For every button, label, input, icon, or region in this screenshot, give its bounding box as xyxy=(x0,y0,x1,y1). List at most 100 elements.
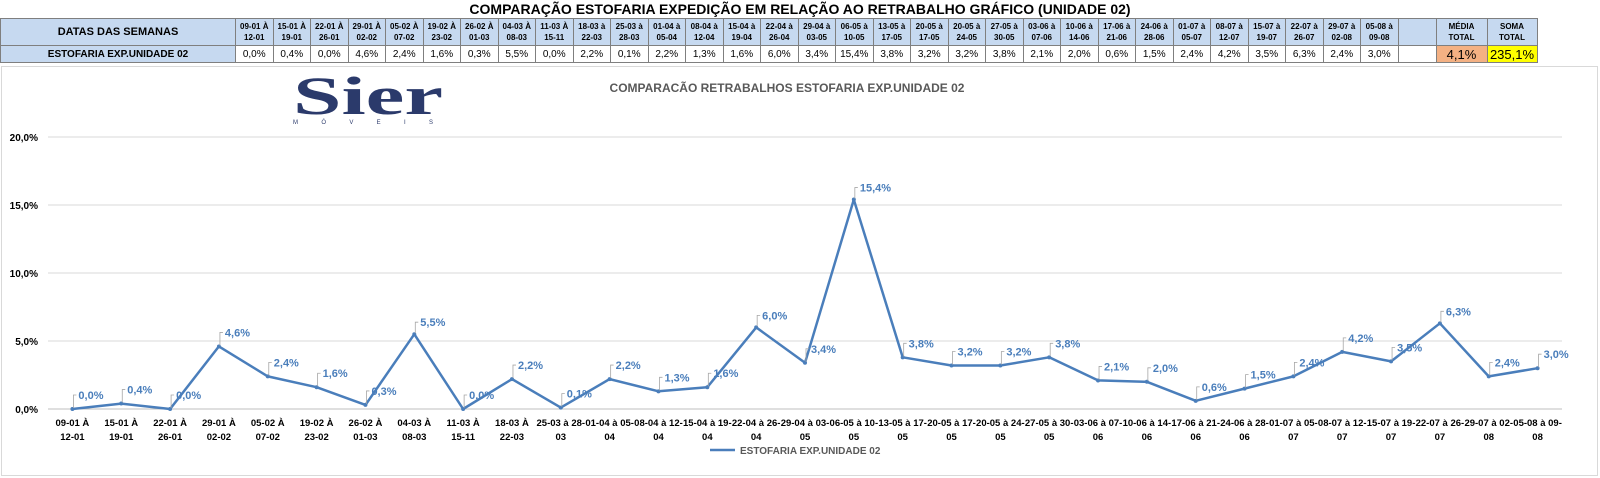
week-value-16[interactable]: 3,4% xyxy=(797,45,836,63)
week-value-2[interactable]: 0,4% xyxy=(272,45,311,63)
x-tick-label-line1: 11-03 À xyxy=(446,418,479,429)
x-tick-label-line2: 05 xyxy=(897,432,908,443)
week-value-1[interactable]: 0,0% xyxy=(235,45,274,63)
data-label-leader xyxy=(1440,310,1444,323)
week-value-13[interactable]: 1,3% xyxy=(685,45,724,63)
y-tick-label: 20,0% xyxy=(10,133,38,144)
week-value-27[interactable]: 4,2% xyxy=(1210,45,1249,63)
data-label: 0,3% xyxy=(371,386,396,398)
x-tick-label-line2: 07 xyxy=(1386,432,1397,443)
series-line[interactable] xyxy=(72,198,1538,411)
data-label: 3,5% xyxy=(1397,342,1422,354)
week-value-31[interactable]: 3,0% xyxy=(1360,45,1399,63)
week-end: 02-02 xyxy=(356,33,377,42)
week-value-28[interactable]: 3,5% xyxy=(1247,45,1286,63)
x-tick-label-line1: 26-02 À xyxy=(349,418,383,429)
x-tick-label-line2: 01-03 xyxy=(353,432,377,443)
week-header-27[interactable]: 08-07 à 12-07 xyxy=(1210,18,1249,46)
data-label: 3,0% xyxy=(1544,349,1569,361)
week-header-12[interactable]: 01-04 à 05-04 xyxy=(647,18,686,46)
week-value-30[interactable]: 2,4% xyxy=(1322,45,1361,63)
week-start: 29-01 À xyxy=(352,22,381,31)
week-value-10[interactable]: 2,2% xyxy=(572,45,611,63)
row-label-series[interactable]: ESTOFARIA EXP.UNIDADE 02 xyxy=(0,45,236,63)
week-value-26[interactable]: 2,4% xyxy=(1172,45,1211,63)
logo-text: Sier xyxy=(293,72,443,126)
week-value-21[interactable]: 3,8% xyxy=(985,45,1024,63)
data-label: 4,6% xyxy=(225,327,250,339)
week-header-14[interactable]: 15-04 à 19-04 xyxy=(722,18,761,46)
week-header-16[interactable]: 29-04 à 03-05 xyxy=(797,18,836,46)
x-tick-label-line2: 05 xyxy=(946,432,957,443)
week-value-23[interactable]: 2,0% xyxy=(1060,45,1099,63)
data-label: 6,0% xyxy=(762,310,787,322)
week-value-22[interactable]: 2,1% xyxy=(1022,45,1061,63)
data-label-leader xyxy=(170,394,175,408)
week-end: 23-02 xyxy=(431,33,452,42)
x-tick-label-line2: 06 xyxy=(1190,432,1201,443)
week-header-18[interactable]: 13-05 à 17-05 xyxy=(872,18,911,46)
week-value-17[interactable]: 15,4% xyxy=(835,45,874,63)
week-end: 30-05 xyxy=(994,33,1015,42)
week-value-5[interactable]: 2,4% xyxy=(385,45,424,63)
week-header-1[interactable]: 09-01 À 12-01 xyxy=(235,18,274,46)
week-header-29[interactable]: 22-07 à 26-07 xyxy=(1285,18,1324,46)
week-value-4[interactable]: 4,6% xyxy=(347,45,386,63)
data-label: 0,0% xyxy=(469,390,494,402)
week-header-15[interactable]: 22-04 à 26-04 xyxy=(760,18,799,46)
week-end: 08-03 xyxy=(506,33,527,42)
chart-area[interactable] xyxy=(1,66,1598,476)
x-tick-label-line1: 15-01 À xyxy=(104,418,138,429)
week-end: 07-02 xyxy=(394,33,415,42)
x-tick-label-line2: 08 xyxy=(1483,432,1494,443)
week-value-20[interactable]: 3,2% xyxy=(947,45,986,63)
week-header-10[interactable]: 18-03 à 22-03 xyxy=(572,18,611,46)
week-start: 22-07 à xyxy=(1290,22,1318,31)
week-header-21[interactable]: 27-05 à 30-05 xyxy=(985,18,1024,46)
x-tick-label-line1: 24-06 à 28- xyxy=(1220,418,1269,429)
week-header-11[interactable]: 25-03 à 28-03 xyxy=(610,18,649,46)
week-header-19[interactable]: 20-05 à 17-05 xyxy=(910,18,949,46)
week-value-29[interactable]: 6,3% xyxy=(1285,45,1324,63)
week-header-2[interactable]: 15-01 À 19-01 xyxy=(272,18,311,46)
x-tick-label-line1: 27-05 à 30- xyxy=(1025,418,1074,429)
week-value-8[interactable]: 5,5% xyxy=(497,45,536,63)
week-header-4[interactable]: 29-01 À 02-02 xyxy=(347,18,386,46)
week-header-13[interactable]: 08-04 à 12-04 xyxy=(685,18,724,46)
data-label-leader xyxy=(659,376,663,391)
data-label-leader xyxy=(1391,346,1396,361)
week-header-6[interactable]: 19-02 À 23-02 xyxy=(422,18,461,46)
week-value-9[interactable]: 0,0% xyxy=(535,45,574,63)
week-header-30[interactable]: 29-07 à 02-08 xyxy=(1322,18,1361,46)
week-end: 19-01 xyxy=(281,33,302,42)
week-value-11[interactable]: 0,1% xyxy=(610,45,649,63)
week-end: 19-07 xyxy=(1256,33,1277,42)
week-end: 28-06 xyxy=(1144,33,1165,42)
week-value-18[interactable]: 3,8% xyxy=(872,45,911,63)
week-value-3[interactable]: 0,0% xyxy=(310,45,349,63)
week-header-8[interactable]: 04-03 À 08-03 xyxy=(497,18,536,46)
week-end: 12-07 xyxy=(1219,33,1240,42)
week-start: 20-05 à xyxy=(915,22,943,31)
week-start: 15-04 à xyxy=(728,22,756,31)
week-value-25[interactable]: 1,5% xyxy=(1135,45,1174,63)
week-value-7[interactable]: 0,3% xyxy=(460,45,499,63)
soma-total-header[interactable]: SOMA TOTAL xyxy=(1486,18,1538,46)
x-tick-label-line2: 19-01 xyxy=(109,432,134,443)
week-header-28[interactable]: 15-07 à 19-07 xyxy=(1247,18,1286,46)
week-header-7[interactable]: 26-02 À 01-03 xyxy=(460,18,499,46)
legend-label[interactable]: ESTOFARIA EXP.UNIDADE 02 xyxy=(740,446,881,457)
x-tick-label-line2: 07 xyxy=(1337,432,1348,443)
week-header-23[interactable]: 10-06 à 14-06 xyxy=(1060,18,1099,46)
week-value-19[interactable]: 3,2% xyxy=(910,45,949,63)
media-total-value[interactable]: 4,1% xyxy=(1435,45,1488,63)
data-point[interactable] xyxy=(509,377,514,382)
week-header-20[interactable]: 20-05 à 24-05 xyxy=(947,18,986,46)
weekly-data-table: DATAS DAS SEMANAS 09-01 À 12-01 15-01 À 19-… xyxy=(0,18,1538,63)
data-label: 2,4% xyxy=(1299,357,1324,369)
soma-total-value[interactable]: 235,1% xyxy=(1486,45,1538,63)
week-value-15[interactable]: 6,0% xyxy=(760,45,799,63)
week-header-24[interactable]: 17-06 à 21-06 xyxy=(1097,18,1136,46)
week-header-22[interactable]: 03-06 à 07-06 xyxy=(1022,18,1061,46)
